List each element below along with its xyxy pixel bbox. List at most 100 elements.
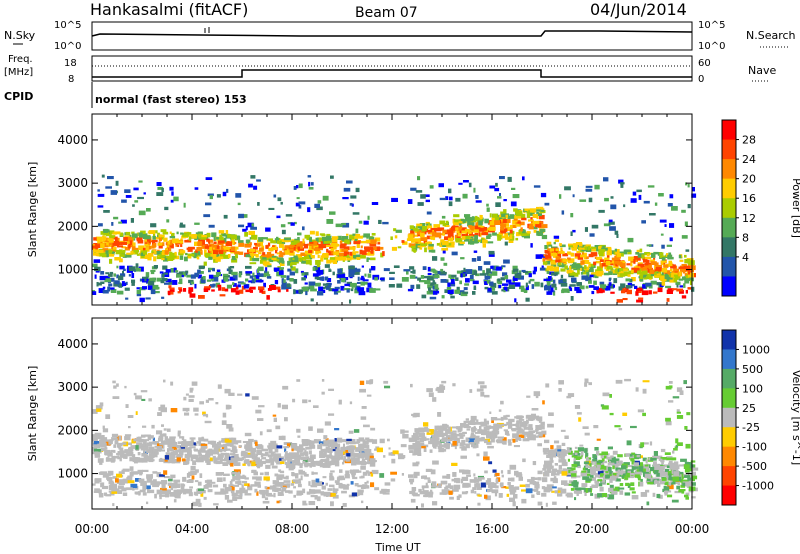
- echo-cell: [286, 283, 291, 288]
- echo-cell: [561, 480, 568, 485]
- echo-cell: [457, 440, 461, 443]
- echo-cell: [160, 280, 165, 284]
- echo-cell: [594, 460, 597, 466]
- echo-cell: [323, 451, 327, 455]
- echo-cell: [359, 249, 363, 255]
- echo-cell: [496, 439, 503, 444]
- echo-cell: [598, 453, 603, 456]
- echo-cell: [601, 457, 605, 462]
- echo-cell: [418, 432, 425, 438]
- echo-cell: [413, 471, 420, 476]
- echo-cell: [646, 478, 651, 482]
- echo-cell: [579, 487, 586, 490]
- echo-cell: [264, 471, 269, 476]
- echo-cell: [173, 196, 179, 202]
- echo-cell: [234, 246, 239, 250]
- echo-cell: [548, 244, 553, 247]
- echo-cell: [242, 463, 246, 466]
- echo-cell: [537, 426, 545, 430]
- echo-cell: [148, 441, 155, 445]
- echo-cell: [544, 245, 548, 250]
- echo-cell: [153, 265, 158, 269]
- echo-cell: [468, 225, 472, 228]
- echo-cell: [196, 237, 201, 240]
- echo-cell: [245, 239, 251, 244]
- echo-cell: [661, 244, 665, 249]
- echo-cell: [664, 452, 671, 455]
- echo-cell: [188, 236, 192, 241]
- echo-cell: [656, 479, 663, 482]
- echo-cell: [669, 194, 674, 199]
- echo-cell: [627, 472, 635, 476]
- echo-cell: [653, 461, 657, 466]
- echo-cell: [171, 232, 175, 237]
- echo-cell: [203, 485, 209, 489]
- echo-cell: [291, 445, 298, 451]
- echo-cell: [107, 454, 110, 458]
- echo-cell: [475, 273, 480, 277]
- echo-cell: [333, 291, 339, 295]
- echo-cell: [417, 176, 421, 181]
- echo-cell: [314, 490, 317, 494]
- echo-cell: [351, 439, 356, 443]
- echo-cell: [170, 458, 175, 463]
- echo-cell: [605, 269, 610, 271]
- echo-cell: [154, 493, 157, 499]
- echo-cell: [628, 270, 634, 275]
- echo-cell: [560, 458, 566, 462]
- echo-cell: [525, 282, 528, 288]
- echo-cell: [142, 492, 147, 496]
- echo-cell: [416, 437, 424, 440]
- echo-cell: [612, 284, 615, 288]
- echo-cell: [370, 473, 374, 477]
- echo-cell: [666, 253, 669, 257]
- echo-cell: [105, 457, 112, 462]
- echo-cell: [585, 452, 589, 457]
- echo-cell: [617, 469, 621, 474]
- echo-cell: [672, 476, 679, 482]
- echo-cell: [524, 233, 530, 239]
- echo-cell: [122, 478, 128, 484]
- echo-cell: [463, 443, 468, 446]
- echo-cell: [458, 242, 464, 246]
- echo-cell: [491, 217, 495, 222]
- echo-cell: [130, 250, 136, 254]
- echo-cell: [540, 421, 545, 426]
- echo-cell: [644, 473, 652, 479]
- echo-cell: [579, 444, 584, 447]
- echo-cell: [270, 246, 278, 250]
- echo-cell: [277, 197, 282, 202]
- echo-cell: [119, 265, 125, 270]
- echo-cell: [616, 271, 619, 275]
- echo-cell: [514, 416, 519, 419]
- echo-cell: [487, 241, 494, 244]
- echo-cell: [406, 238, 414, 241]
- velocity-heatmap: [92, 378, 699, 508]
- echo-cell: [685, 492, 690, 496]
- echo-cell: [549, 267, 555, 272]
- echo-cell: [475, 195, 479, 199]
- echo-cell: [508, 282, 515, 285]
- echo-cell: [340, 285, 345, 291]
- echo-cell: [389, 277, 395, 280]
- echo-cell: [528, 430, 535, 433]
- echo-cell: [568, 243, 574, 247]
- echo-cell: [506, 493, 510, 497]
- echo-cell: [112, 503, 115, 507]
- echo-cell: [110, 190, 117, 195]
- echo-cell: [255, 457, 259, 460]
- echo-cell: [232, 496, 238, 501]
- echo-cell: [93, 259, 101, 263]
- echo-cell: [684, 494, 689, 498]
- echo-cell: [195, 232, 199, 235]
- echo-cell: [676, 485, 680, 490]
- echo-cell: [325, 287, 330, 290]
- echo-cell: [296, 197, 300, 200]
- echo-cell: [157, 242, 163, 246]
- echo-cell: [526, 432, 530, 437]
- echo-cell: [489, 487, 493, 492]
- echo-cell: [550, 287, 554, 292]
- echo-cell: [280, 201, 283, 205]
- echo-cell: [148, 238, 151, 244]
- echo-cell: [356, 470, 362, 473]
